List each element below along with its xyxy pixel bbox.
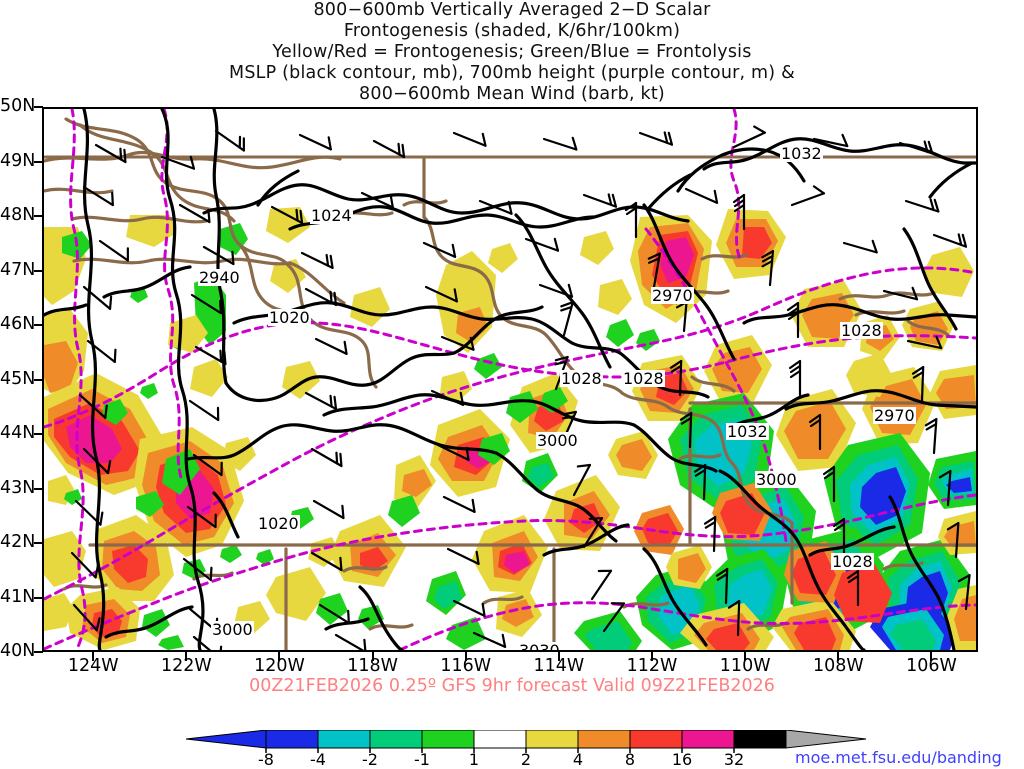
contour-value-label: 1032 [780,144,823,163]
longitude-tick-mark [185,652,188,661]
frontogenesis-shading [44,207,976,650]
contour-value-label: 1024 [310,206,353,225]
longitude-tick-label: 112W [626,656,678,676]
latitude-tick-label: 44N [0,423,36,443]
colorbar-tick-label: 1 [468,750,480,769]
latitude-tick-label: 43N [0,477,36,498]
latitude-tick-mark [34,542,43,544]
latitude-tick-mark [34,487,43,490]
longitude-tick-mark [651,652,654,661]
contour-value-label: 1020 [268,308,311,327]
colorbar-under-arrow [185,730,267,749]
colorbar-tick-label: 2 [520,750,532,769]
colorbar-segment [473,730,527,749]
contour-value-label: 1028 [560,369,603,388]
longitude-tick-label: 116W [440,656,492,676]
latitude-tick-label: 46N [0,314,36,334]
colorbar-tick-label: 32 [723,750,745,769]
contour-value-label: 1028 [831,552,874,571]
longitude-tick-mark [92,652,95,661]
contour-value-label: 2970 [651,286,694,305]
latitude-tick-mark [34,651,43,653]
latitude-tick-label: 49N [0,150,36,171]
latitude-tick-mark [34,160,43,163]
colorbar-tick-label: -4 [310,750,326,769]
latitude-tick-label: 47N [0,259,36,280]
contour-value-label: 3030 [518,642,561,650]
colorbar-swatches [185,730,867,753]
colorbar-tick-label: -2 [362,750,378,769]
colorbar-tick-label: -1 [414,750,430,769]
longitude-tick-label: 124W [67,656,119,676]
longitude-tick-label: 108W [812,656,864,676]
colorbar-tick-label: 8 [624,750,636,769]
colorbar-segment [681,730,735,749]
latitude-tick-mark [34,596,43,599]
map-title-block: 800−600mb Vertically Averaged 2−D Scalar… [0,0,1024,104]
latitude-tick-label: 40N [0,641,36,661]
title-line-1: 800−600mb Vertically Averaged 2−D Scalar [313,0,711,20]
latitude-tick-mark [34,324,43,326]
latitude-tick-mark [34,106,43,108]
latitude-tick-label: 41N [0,586,36,607]
latitude-tick-label: 42N [0,532,36,552]
latitude-tick-label: 48N [0,205,36,225]
longitude-tick-mark [930,652,933,661]
longitude-tick-label: 120W [254,656,305,676]
forecast-caption: 00Z21FEB2026 0.25º GFS 9hr forecast Vali… [249,676,775,696]
colorbar-segment [525,730,579,749]
longitude-tick-label: 106W [906,656,957,676]
contour-value-label: 1028 [622,369,665,388]
contour-value-label: 2940 [198,268,241,287]
contour-value-label: 1020 [257,514,300,533]
contour-value-label: 3000 [211,620,254,639]
title-line-4: MSLP (black contour, mb), 700mb height (… [229,63,795,83]
colorbar-segment [369,730,423,749]
colorbar-segment [629,730,683,749]
longitude-tick-mark [278,652,281,661]
longitude-tick-label: 110W [719,656,771,676]
longitude-tick-label: 122W [160,656,212,676]
colorbar: -8 -4 -2 -1 1 2 4 8 16 32 [176,730,876,769]
latitude-tick-mark [34,269,43,272]
longitude-tick-mark [557,652,560,661]
latitude-tick-mark [34,215,43,217]
longitude-tick-mark [837,652,840,661]
title-line-2: Frontogenesis (shaded, K/6hr/100km) [343,21,681,41]
colorbar-segment [733,730,787,749]
wind-barbs [70,125,971,650]
title-line-5: 800−600mb Mean Wind (barb, kt) [359,84,665,104]
colorbar-segment [577,730,631,749]
colorbar-segment [265,730,319,749]
colorbar-over-arrow [785,730,867,749]
longitude-tick-label: 118W [347,656,398,676]
map-plot-area: 1032 1024 1020 1028 1028 1028 1032 1020 1028 2940… [42,107,978,652]
longitude-tick-label: 114W [533,656,585,676]
latitude-tick-mark [34,433,43,435]
colorbar-tick-label: 4 [572,750,584,769]
title-line-3: Yellow/Red = Frontogenesis; Green/Blue =… [272,42,752,62]
contour-value-label: 2970 [873,406,916,425]
contour-value-label: 1028 [840,321,883,340]
watermark-link[interactable]: moe.met.fsu.edu/banding [795,748,1002,767]
longitude-tick-mark [464,652,467,661]
latitude-tick-mark [34,378,43,381]
latitude-tick-label: 45N [0,368,36,389]
colorbar-tick-label: 16 [671,750,693,769]
latitude-tick-label: 50N [0,96,36,116]
colorbar-segment [421,730,475,749]
longitude-tick-mark [744,652,747,661]
contour-value-label: 1032 [726,422,769,441]
longitude-tick-mark [371,652,374,661]
colorbar-segment [317,730,371,749]
contour-value-label: 3000 [536,431,579,450]
colorbar-tick-label: -8 [258,750,274,769]
contour-value-label: 3000 [755,470,798,489]
